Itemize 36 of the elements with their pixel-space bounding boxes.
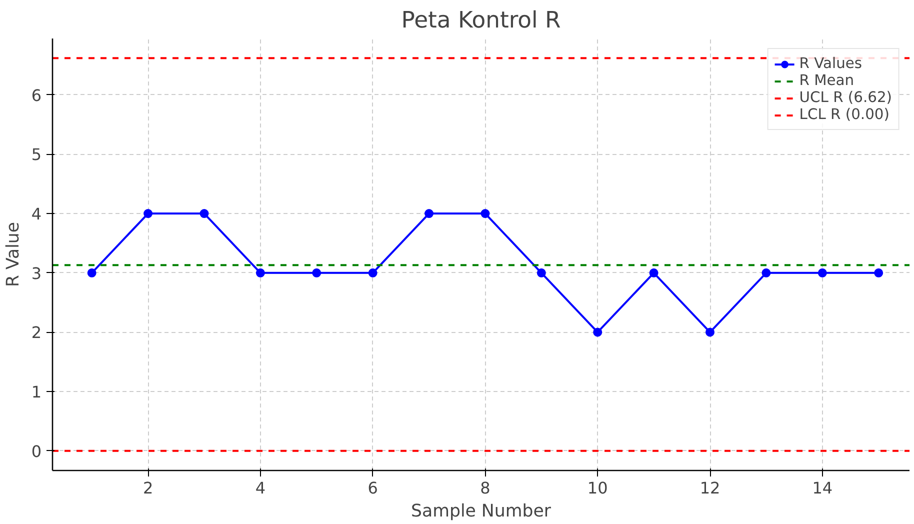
point <box>706 328 714 337</box>
x-tick-label: 6 <box>368 478 378 498</box>
point <box>144 209 153 218</box>
y-tick-label: 0 <box>31 442 42 461</box>
y-tick-label: 3 <box>31 264 42 283</box>
y-tick-label: 6 <box>31 86 42 105</box>
point <box>593 328 602 337</box>
point <box>312 268 322 278</box>
point <box>368 268 378 278</box>
y-tick-label: 2 <box>31 323 42 342</box>
point <box>536 268 546 278</box>
point <box>762 268 771 278</box>
chart-title: Peta Kontrol R <box>401 8 562 34</box>
point <box>649 268 658 278</box>
point <box>818 268 827 278</box>
x-tick-label: 4 <box>255 478 266 498</box>
x-tick-label: 12 <box>700 478 720 498</box>
point <box>200 209 209 218</box>
y-tick-label: 4 <box>31 204 42 224</box>
point <box>87 268 96 278</box>
point <box>480 209 490 218</box>
y-tick-label: 5 <box>31 145 42 164</box>
y-axis-title: R Value <box>3 222 24 288</box>
x-tick-label: 10 <box>587 478 608 498</box>
y-tick-label: 1 <box>31 382 42 402</box>
point <box>256 268 265 278</box>
x-tick-label: 2 <box>142 478 154 498</box>
point <box>424 209 434 218</box>
x-axis-title: Sample Number <box>410 502 552 522</box>
legend-label: LCL R (0.00) <box>799 106 890 123</box>
legend-label: UCL R (6.62) <box>799 89 892 106</box>
legend-label: R Mean <box>799 72 854 89</box>
x-tick-label: 14 <box>812 478 833 498</box>
point <box>874 268 884 278</box>
legend-label: R Values <box>799 55 862 72</box>
x-tick-label: 8 <box>480 478 490 498</box>
